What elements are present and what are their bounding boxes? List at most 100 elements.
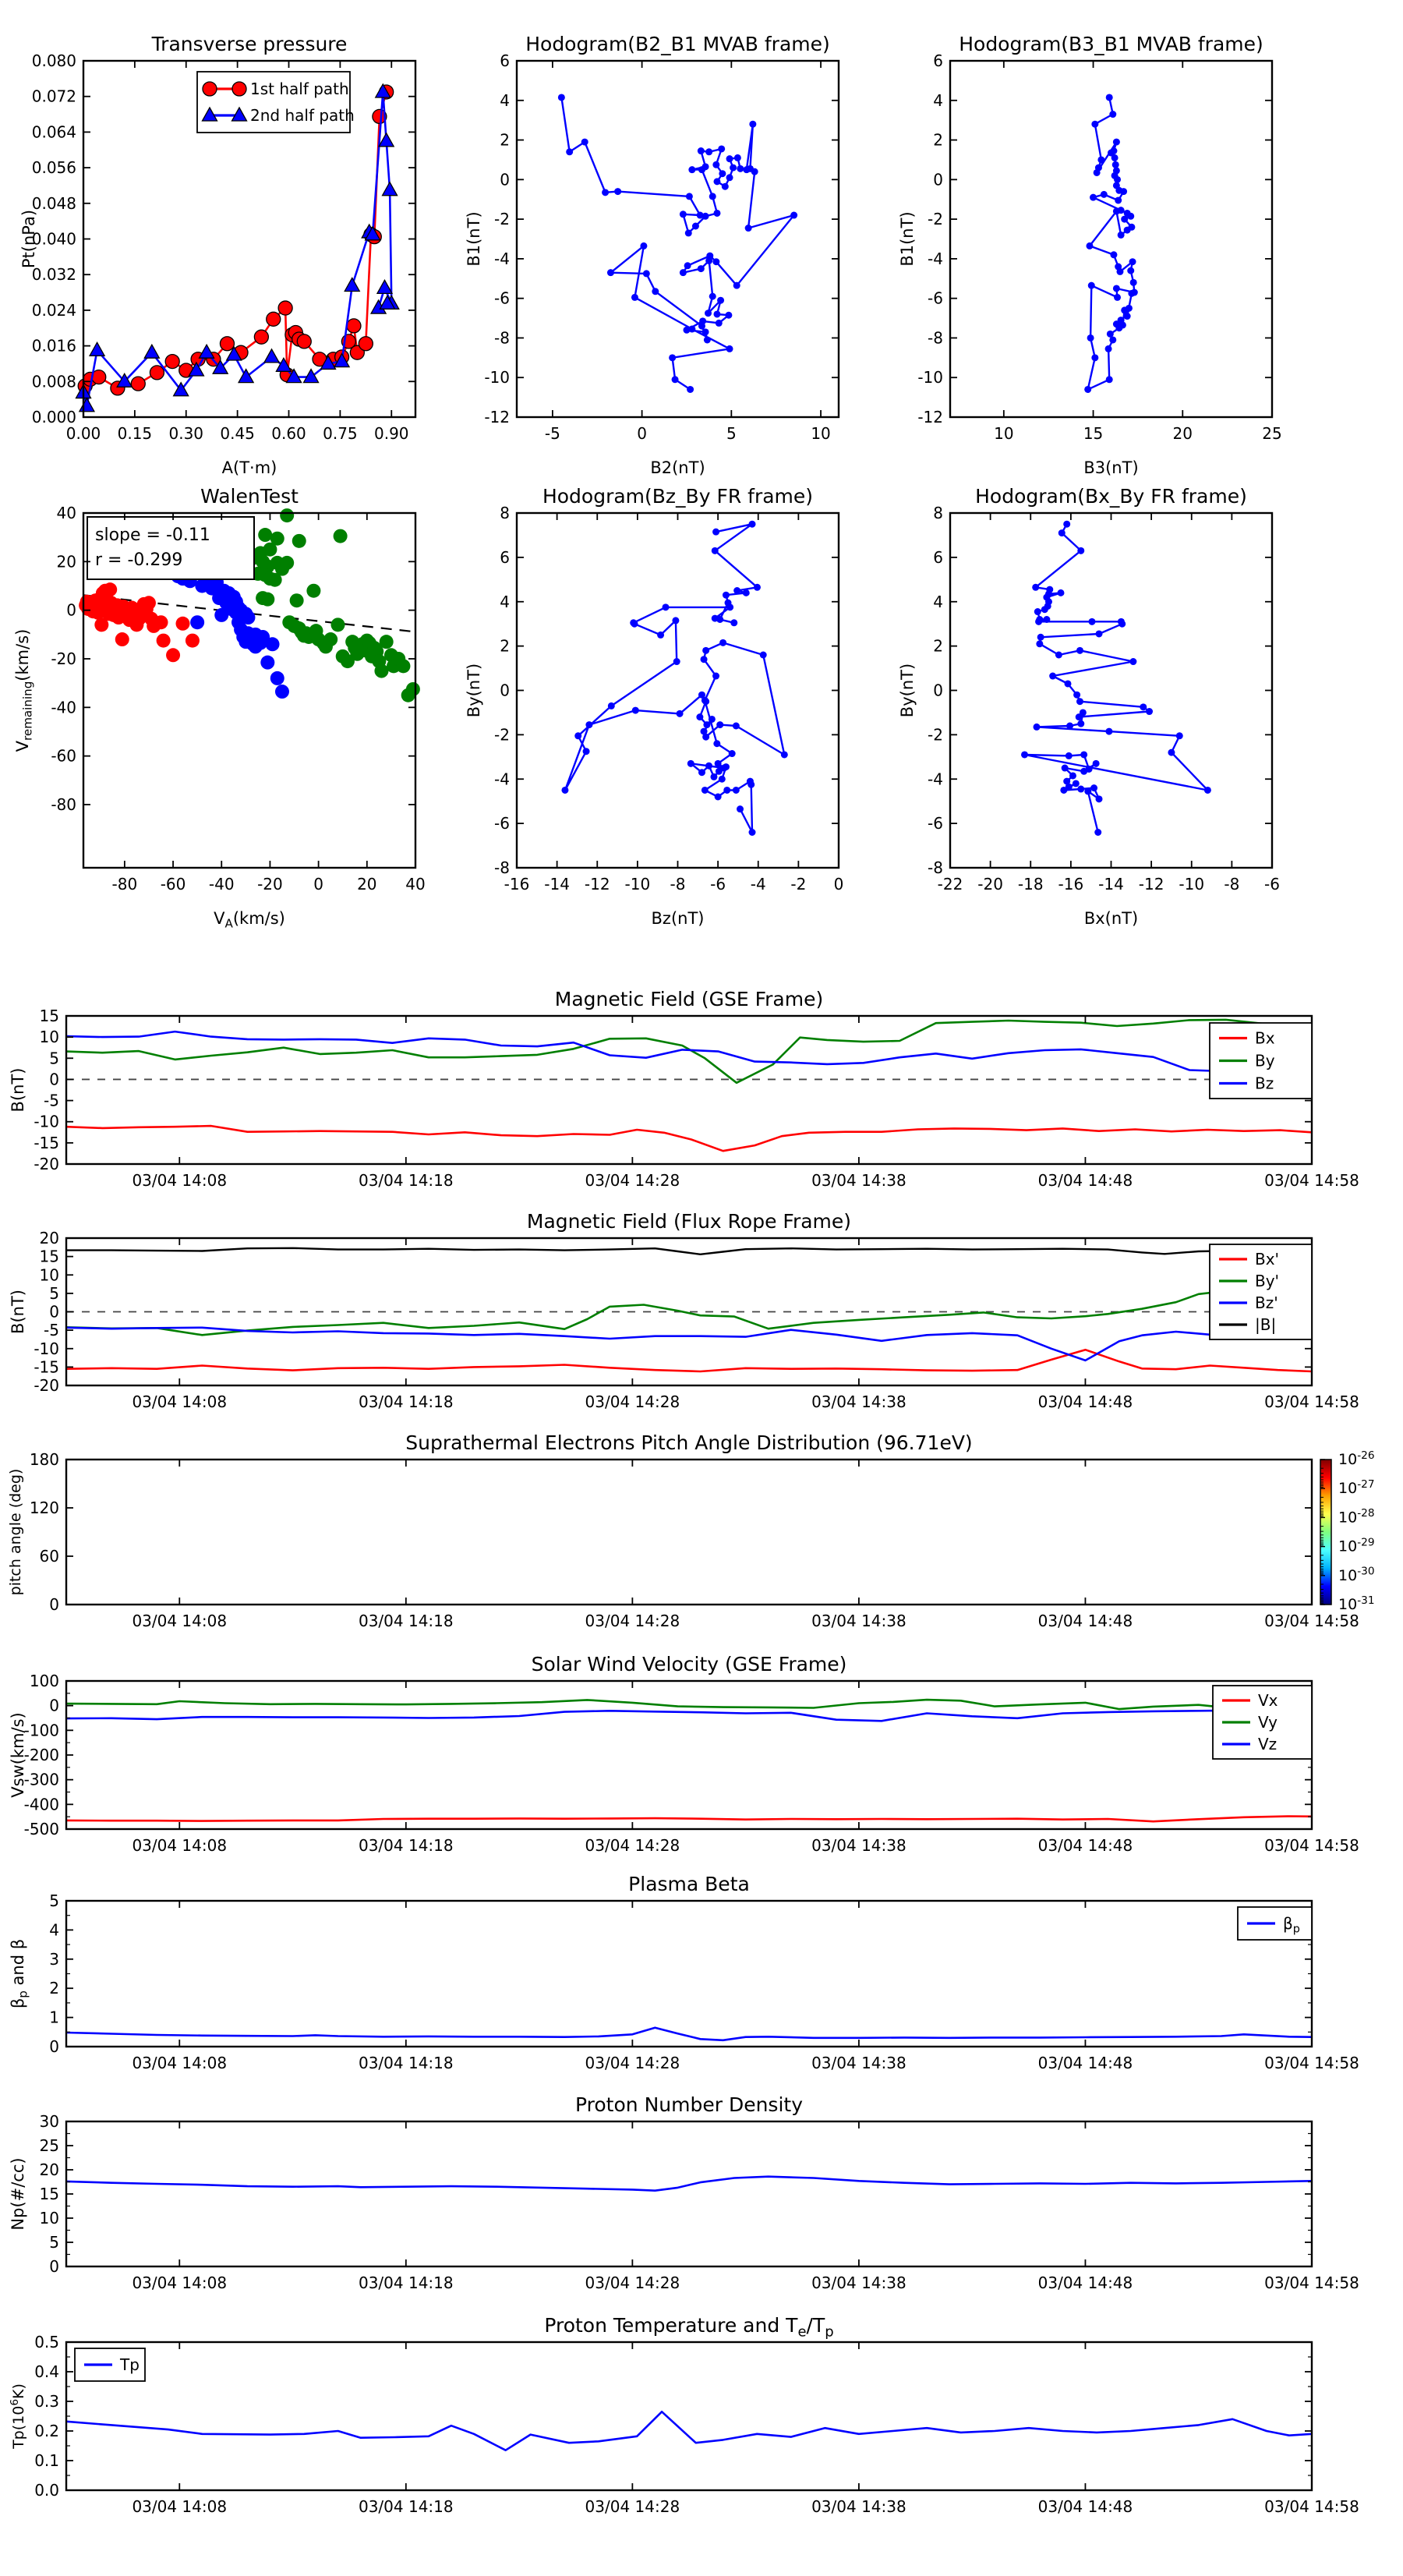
legend: βp bbox=[1237, 1906, 1313, 1941]
panel-hodogram-bz-by: -16 -14 -12 -10 -8 -6 -4 -2 0 -8 -6 -4 -2 0 2 4 6 8 Hodogr… bbox=[465, 485, 843, 928]
y-tick-label: 0.080 bbox=[32, 51, 76, 70]
series-by bbox=[65, 1290, 1313, 1336]
x-tick-label: 03/04 14:08 bbox=[132, 2273, 227, 2292]
y-tick-label: 2 bbox=[500, 637, 510, 656]
y-tick-label: 15 bbox=[40, 1247, 59, 1266]
y-tick-label: 15 bbox=[40, 2185, 59, 2203]
x-tick-label: 03/04 14:08 bbox=[132, 1836, 227, 1855]
y-tick-label: 40 bbox=[57, 504, 76, 522]
y-axis-label: pitch angle (deg) bbox=[7, 1469, 24, 1596]
x-tick-label: 03/04 14:18 bbox=[359, 1836, 454, 1855]
x-tick-label: -14 bbox=[544, 875, 570, 893]
x-tick-label: 03/04 14:38 bbox=[811, 1612, 906, 1630]
x-tick-label: 03/04 14:08 bbox=[132, 2054, 227, 2072]
y-axis-label: Pt(nPa) bbox=[19, 210, 38, 268]
x-tick-label: 03/04 14:38 bbox=[811, 2273, 906, 2292]
x-axis-label: VA(km/s) bbox=[214, 909, 285, 931]
y-tick-label: -6 bbox=[494, 814, 510, 833]
colorbar-label: 10-26 bbox=[1338, 1449, 1375, 1468]
y-axis-label: B1(nT) bbox=[465, 211, 483, 266]
y-tick-label: -2 bbox=[928, 725, 943, 744]
y-tick-label: 0.5 bbox=[34, 2333, 59, 2351]
y-tick-label: 6 bbox=[933, 548, 943, 567]
y-tick-label: 0.3 bbox=[34, 2392, 59, 2411]
axes-box bbox=[949, 59, 1274, 419]
y-tick-label: -15 bbox=[34, 1134, 59, 1152]
x-tick-label: -14 bbox=[1098, 875, 1124, 893]
x-tick-label: 10 bbox=[811, 424, 830, 443]
y-tick-label: 0.064 bbox=[32, 122, 76, 141]
y-tick-label: 6 bbox=[933, 51, 943, 70]
legend: Tp bbox=[74, 2348, 146, 2382]
legend-label: βp bbox=[1283, 1914, 1300, 1935]
x-tick-label: 0.45 bbox=[220, 424, 255, 443]
annotation-line: slope = -0.11 bbox=[95, 525, 210, 545]
y-axis-label: Np(#/cc) bbox=[9, 2157, 27, 2230]
y-tick-label: 10 bbox=[40, 2209, 59, 2227]
y-axis-label: Vremaining(km/s) bbox=[13, 629, 35, 752]
x-tick-label: 10 bbox=[994, 424, 1013, 443]
y-tick-label: -8 bbox=[494, 328, 510, 347]
x-tick-label: 03/04 14:38 bbox=[811, 1836, 906, 1855]
y-axis-label: Vsw(km/s) bbox=[9, 1712, 27, 1798]
y-tick-label: 1 bbox=[49, 2008, 59, 2027]
y-tick-label: -4 bbox=[494, 770, 510, 788]
chart-title: Proton Temperature and Te/Tp bbox=[544, 2314, 833, 2341]
x-tick-label: 0.90 bbox=[374, 424, 409, 443]
y-tick-label: 0 bbox=[500, 681, 510, 700]
y-tick-label: -5 bbox=[44, 1321, 59, 1339]
axes-box bbox=[82, 511, 417, 869]
y-tick-label: -4 bbox=[928, 770, 943, 788]
x-tick-label: -12 bbox=[1139, 875, 1164, 893]
x-tick-label: 03/04 14:48 bbox=[1038, 2497, 1133, 2516]
y-tick-label: 0 bbox=[49, 1697, 59, 1715]
legend: Bx By Bz bbox=[1209, 1022, 1313, 1099]
y-tick-label: -300 bbox=[24, 1771, 59, 1789]
y-axis-label: B1(nT) bbox=[898, 211, 917, 266]
y-tick-label: 0.072 bbox=[32, 87, 76, 106]
colorbar: 10-26 10-27 10-28 10-29 10-30 10-31 bbox=[1320, 1449, 1375, 1613]
x-tick-label: 03/04 14:28 bbox=[585, 1171, 680, 1190]
y-tick-label: -15 bbox=[34, 1357, 59, 1376]
y-tick-label: -20 bbox=[34, 1376, 59, 1395]
x-tick-label: -8 bbox=[670, 875, 686, 893]
x-tick-label: -16 bbox=[1058, 875, 1084, 893]
y-tick-label: 2 bbox=[500, 131, 510, 150]
legend-label: |B| bbox=[1255, 1315, 1276, 1334]
axes-box bbox=[949, 511, 1274, 869]
x-tick-label: -8 bbox=[1224, 875, 1239, 893]
x-tick-label: 03/04 14:18 bbox=[359, 2273, 454, 2292]
x-tick-label: -18 bbox=[1018, 875, 1044, 893]
y-tick-label: 10 bbox=[40, 1028, 59, 1046]
x-tick-label: -20 bbox=[257, 875, 283, 893]
panel-hodogram-b2-b1: -5 0 5 10 -12 -10 -8 -6 -4 -2 0 2 4 6 Hodogram(B2_B1 M… bbox=[465, 33, 840, 477]
y-tick-label: -80 bbox=[51, 795, 76, 814]
x-tick-label: 03/04 14:28 bbox=[585, 1612, 680, 1630]
x-tick-label: -10 bbox=[1179, 875, 1204, 893]
colorbar-label: 10-30 bbox=[1338, 1566, 1375, 1584]
y-tick-label: -8 bbox=[928, 328, 943, 347]
y-tick-label: -20 bbox=[51, 649, 76, 668]
colorbar-label: 10-31 bbox=[1338, 1594, 1375, 1613]
x-tick-label: 03/04 14:28 bbox=[585, 2054, 680, 2072]
y-tick-label: 5 bbox=[49, 1891, 59, 1910]
series-bpath bbox=[1021, 520, 1211, 836]
x-tick-label: 03/04 14:18 bbox=[359, 2054, 454, 2072]
chart-title: Hodogram(B2_B1 MVAB frame) bbox=[525, 33, 830, 55]
y-tick-label: 0.032 bbox=[32, 265, 76, 284]
y-tick-label: 4 bbox=[933, 593, 943, 611]
colorbar-label: 10-27 bbox=[1338, 1478, 1375, 1497]
x-tick-label: 03/04 14:48 bbox=[1038, 2273, 1133, 2292]
legend-label: Vx bbox=[1258, 1691, 1278, 1710]
y-tick-label: 0.2 bbox=[34, 2422, 59, 2440]
x-tick-label: 03/04 14:28 bbox=[585, 2273, 680, 2292]
chart-title: Hodogram(Bz_By FR frame) bbox=[542, 485, 813, 508]
y-tick-label: 0.040 bbox=[32, 230, 76, 249]
x-tick-label: -60 bbox=[161, 875, 186, 893]
y-tick-label: 0.016 bbox=[32, 337, 76, 356]
x-tick-label: -5 bbox=[545, 424, 560, 443]
legend-label: By bbox=[1255, 1052, 1275, 1070]
y-tick-label: 30 bbox=[40, 2112, 59, 2131]
y-tick-label: 4 bbox=[49, 1920, 59, 1939]
